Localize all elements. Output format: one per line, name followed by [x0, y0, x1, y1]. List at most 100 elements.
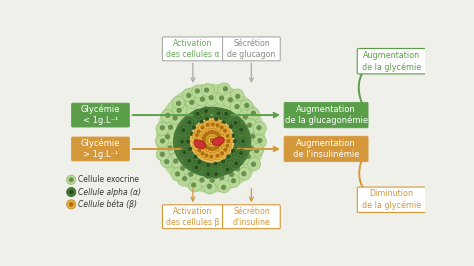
Circle shape [215, 131, 223, 140]
Circle shape [204, 161, 212, 169]
Circle shape [247, 157, 261, 171]
Circle shape [191, 119, 234, 162]
Circle shape [209, 96, 213, 100]
Circle shape [211, 139, 213, 142]
Circle shape [240, 152, 243, 155]
Circle shape [205, 91, 219, 105]
Circle shape [213, 129, 221, 138]
Circle shape [188, 121, 191, 124]
Circle shape [201, 97, 204, 101]
Circle shape [230, 161, 245, 176]
Circle shape [253, 135, 266, 148]
Circle shape [224, 148, 227, 151]
Circle shape [230, 100, 245, 115]
Circle shape [172, 96, 185, 109]
Circle shape [211, 139, 213, 142]
Circle shape [207, 173, 210, 176]
Circle shape [246, 128, 260, 143]
Circle shape [217, 180, 230, 193]
Circle shape [204, 144, 207, 147]
Text: Activation
des cellules α: Activation des cellules α [166, 39, 219, 59]
Circle shape [192, 126, 195, 129]
Circle shape [208, 136, 216, 145]
Circle shape [182, 89, 195, 102]
FancyBboxPatch shape [284, 102, 368, 128]
Circle shape [218, 134, 220, 137]
Circle shape [215, 118, 218, 121]
Text: Diminution
de la glycémie: Diminution de la glycémie [362, 189, 421, 210]
Circle shape [218, 144, 220, 147]
Circle shape [232, 149, 235, 152]
Circle shape [208, 136, 216, 145]
Circle shape [182, 129, 185, 132]
Circle shape [201, 131, 210, 140]
FancyBboxPatch shape [163, 37, 223, 61]
Circle shape [232, 134, 235, 137]
Circle shape [195, 158, 204, 166]
Circle shape [211, 139, 213, 142]
Circle shape [205, 88, 209, 92]
Circle shape [165, 160, 169, 164]
Circle shape [214, 162, 217, 165]
Circle shape [207, 164, 210, 167]
Circle shape [177, 173, 191, 186]
Circle shape [202, 139, 205, 142]
Circle shape [192, 85, 205, 98]
Circle shape [175, 161, 190, 176]
Circle shape [197, 118, 206, 126]
Circle shape [191, 136, 200, 145]
Circle shape [219, 96, 223, 100]
Circle shape [204, 170, 212, 178]
Circle shape [223, 132, 232, 140]
Circle shape [190, 123, 198, 132]
Circle shape [226, 135, 229, 137]
Circle shape [201, 142, 210, 150]
Text: Sécrétion
d'insuline: Sécrétion d'insuline [233, 207, 270, 227]
Circle shape [250, 146, 254, 150]
Circle shape [155, 135, 168, 148]
Circle shape [205, 154, 208, 157]
Circle shape [218, 83, 231, 96]
Circle shape [224, 129, 227, 132]
Circle shape [240, 128, 243, 131]
Circle shape [230, 173, 234, 176]
Circle shape [253, 122, 266, 135]
Circle shape [200, 178, 204, 182]
Circle shape [177, 101, 181, 105]
Circle shape [211, 139, 213, 142]
Circle shape [211, 139, 213, 142]
Text: Glycémie
< 1g.L⁻¹: Glycémie < 1g.L⁻¹ [81, 105, 120, 125]
Circle shape [160, 152, 164, 156]
FancyBboxPatch shape [357, 48, 426, 74]
FancyBboxPatch shape [222, 37, 280, 61]
Circle shape [211, 139, 213, 142]
Circle shape [224, 87, 228, 91]
Circle shape [165, 135, 170, 139]
Circle shape [219, 136, 221, 139]
Circle shape [238, 110, 253, 124]
Circle shape [208, 136, 216, 145]
Circle shape [236, 167, 239, 171]
Circle shape [202, 130, 211, 138]
Circle shape [229, 131, 237, 140]
Circle shape [66, 200, 76, 209]
Circle shape [182, 166, 197, 181]
Circle shape [208, 136, 216, 145]
Circle shape [206, 124, 209, 126]
Circle shape [156, 148, 169, 161]
Circle shape [208, 136, 216, 145]
Ellipse shape [212, 137, 224, 146]
Circle shape [189, 147, 191, 150]
Circle shape [192, 131, 201, 139]
Circle shape [213, 143, 221, 152]
FancyBboxPatch shape [357, 187, 426, 213]
Circle shape [242, 140, 244, 143]
Circle shape [211, 139, 213, 142]
Circle shape [213, 147, 216, 150]
Circle shape [161, 129, 176, 144]
Circle shape [184, 137, 192, 146]
Circle shape [208, 136, 216, 145]
Circle shape [173, 102, 187, 117]
Circle shape [196, 145, 199, 148]
Circle shape [210, 131, 213, 134]
